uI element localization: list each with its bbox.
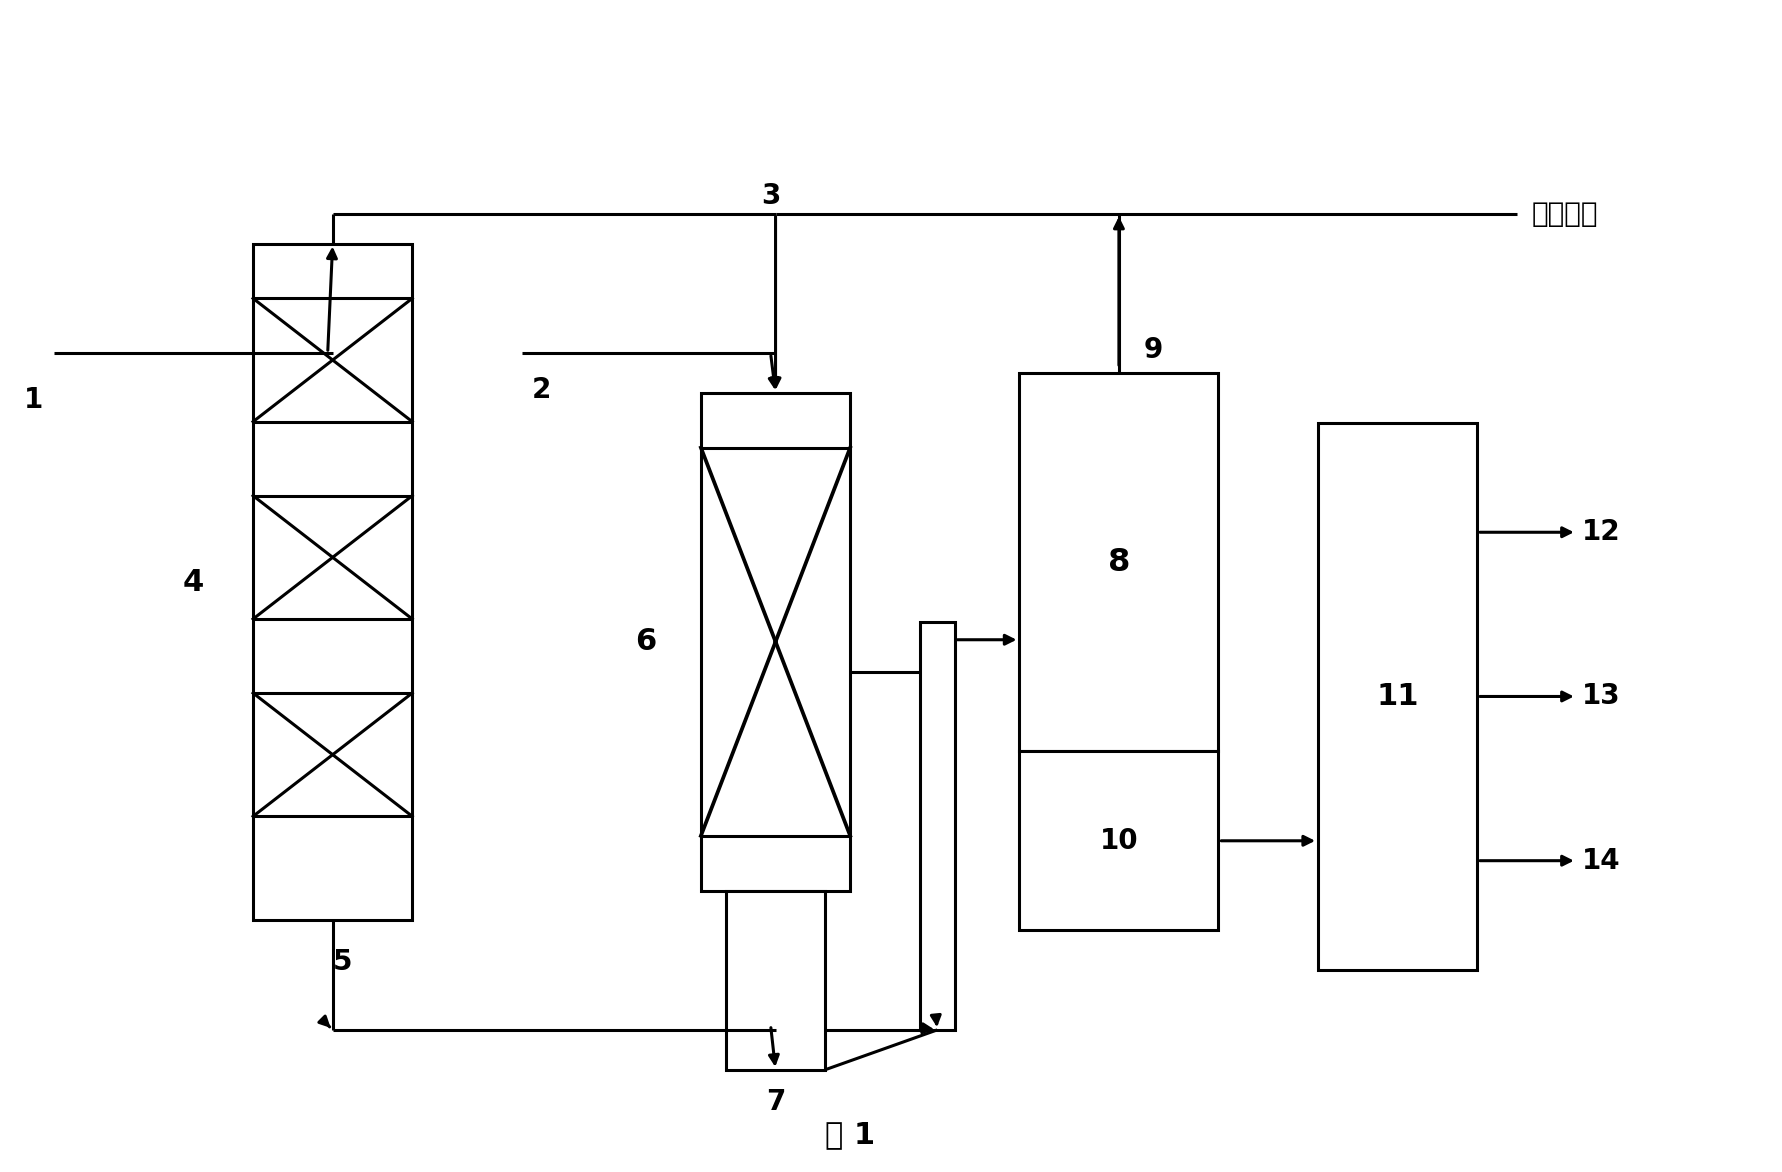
- Bar: [253, 244, 412, 920]
- Text: 11: 11: [1376, 682, 1418, 711]
- Bar: [725, 891, 825, 1070]
- Text: 4: 4: [182, 567, 203, 597]
- Text: 补充新氢: 补充新氢: [1531, 199, 1597, 227]
- Bar: [920, 622, 953, 1030]
- Text: 12: 12: [1581, 518, 1620, 546]
- Bar: [700, 393, 850, 891]
- Text: 8: 8: [1107, 546, 1130, 578]
- Bar: [1019, 373, 1217, 751]
- Text: 13: 13: [1581, 682, 1620, 710]
- Text: 9: 9: [1144, 336, 1162, 364]
- Text: 2: 2: [531, 376, 551, 404]
- Text: 6: 6: [634, 627, 656, 656]
- Text: 图 1: 图 1: [825, 1120, 875, 1149]
- Bar: [1317, 423, 1475, 970]
- Text: 3: 3: [761, 182, 781, 210]
- Text: 14: 14: [1581, 846, 1620, 874]
- Text: 7: 7: [766, 1088, 784, 1116]
- Text: 1: 1: [25, 386, 43, 414]
- Bar: [1019, 751, 1217, 931]
- Text: 5: 5: [333, 948, 353, 976]
- Text: 10: 10: [1099, 826, 1137, 854]
